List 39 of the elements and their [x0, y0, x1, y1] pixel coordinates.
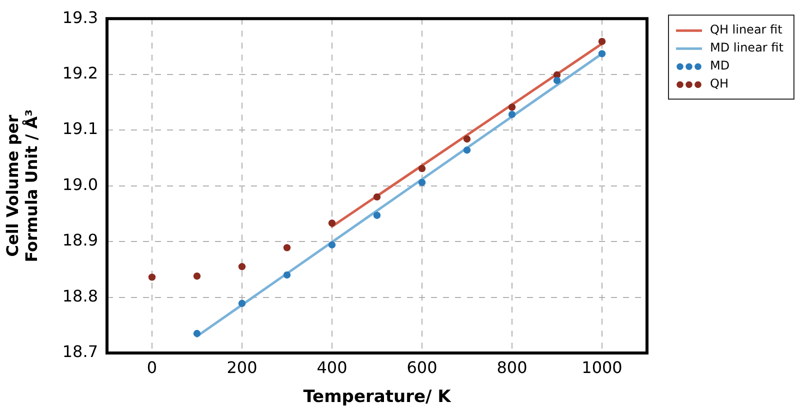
y-tick-label: 18.7 — [62, 342, 98, 362]
point — [553, 76, 561, 84]
y-axis-title: Cell Volume per Formula Unit / Å³ — [2, 109, 41, 262]
y-tick-label: 19.3 — [62, 8, 98, 27]
x-tick-label: 800 — [496, 358, 528, 377]
point — [598, 38, 606, 46]
y-tick-label: 19.0 — [62, 174, 98, 194]
x-tick-label: 200 — [226, 358, 258, 377]
legend-label: MD linear fit — [710, 40, 784, 55]
point — [193, 272, 201, 280]
point — [148, 274, 156, 281]
point — [283, 271, 291, 279]
point — [238, 300, 246, 307]
point — [238, 263, 246, 270]
point — [328, 241, 336, 248]
y-tick-label: 18.9 — [62, 230, 98, 250]
point — [418, 164, 426, 172]
x-axis-title: Temperature/ K — [303, 387, 452, 408]
y-tick-label: 18.8 — [62, 286, 98, 306]
x-tick-label: 0 — [146, 358, 158, 377]
point — [328, 220, 336, 227]
point — [598, 50, 606, 58]
point — [508, 110, 516, 118]
x-tick-label: 1000 — [582, 358, 622, 377]
legend-label: QH — [710, 76, 728, 91]
point — [283, 244, 291, 252]
legend-label: MD — [710, 58, 730, 73]
point — [193, 330, 201, 338]
x-tick-label: 400 — [316, 358, 348, 377]
y-tick-label: 19.2 — [62, 63, 98, 82]
y-tick-label: 19.1 — [62, 119, 98, 138]
point — [508, 104, 516, 111]
point — [418, 178, 426, 186]
x-tick-label: 600 — [406, 358, 438, 377]
point — [373, 212, 381, 219]
point — [463, 135, 471, 143]
point — [373, 193, 381, 201]
legend-label: QH linear fit — [710, 22, 783, 37]
point — [463, 146, 471, 154]
